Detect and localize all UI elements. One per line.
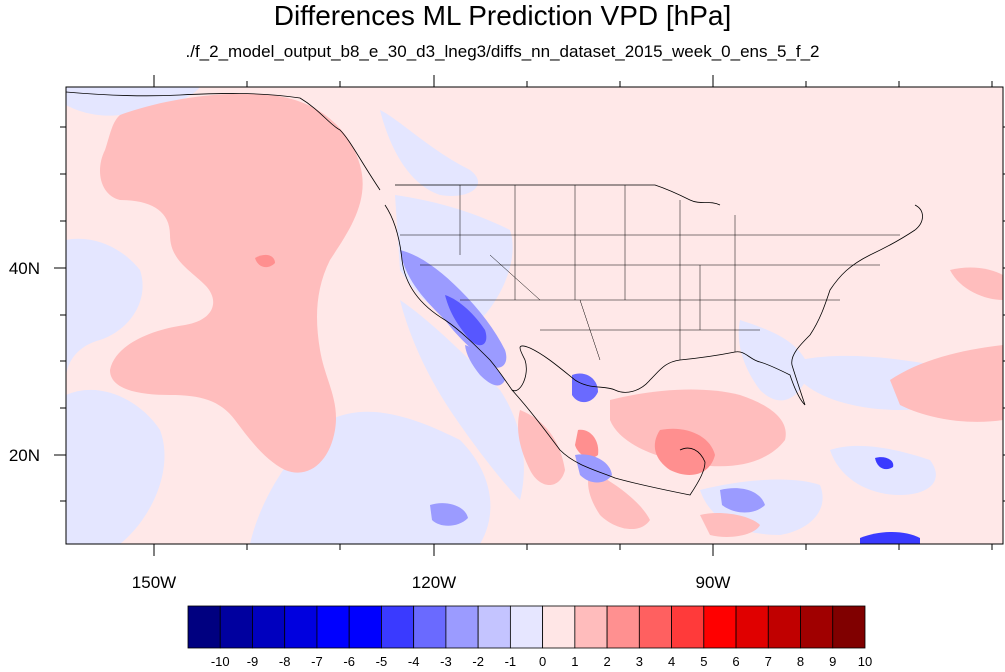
colorbar-label: 6 — [732, 654, 739, 669]
mexico-red-patch — [575, 429, 599, 458]
alaska-coastline — [66, 91, 381, 191]
pacific-red-spot — [255, 254, 275, 268]
north-pacific-coast-blue-region — [380, 110, 479, 196]
colorbar: -10 -9 -8 -7 -6 -5 -4 -3 -2 -1 0 1 2 3 4 5 6 7 8 9 10 — [187, 605, 872, 669]
central-america-blue-patch — [720, 488, 765, 513]
colorbar-swatch — [606, 605, 640, 649]
pacific-south-blue-patch — [430, 503, 468, 526]
northeast-pacific-red-plume — [100, 93, 363, 473]
colorbar-swatch — [187, 605, 221, 649]
colorbar-label: 9 — [829, 654, 836, 669]
lat-label-40n: 40N — [9, 259, 40, 278]
colorbar-label: 1 — [571, 654, 578, 669]
southeast-corner-blue — [860, 532, 920, 544]
colorbar-swatch — [445, 605, 479, 649]
caribbean-deep-blue-spot — [875, 457, 894, 470]
colorbar-swatch — [638, 605, 672, 649]
colorbar-label: -5 — [376, 654, 388, 669]
map-plot-area — [66, 87, 1003, 544]
colorbar-swatch — [509, 605, 544, 649]
colorbar-swatch — [219, 605, 253, 649]
colorbar-label: 2 — [603, 654, 610, 669]
colorbar-label: 8 — [797, 654, 804, 669]
colorbar-swatch — [284, 605, 318, 649]
negative-strong-regions — [400, 250, 920, 544]
colorbar-swatch — [832, 605, 866, 649]
colorbar-swatch — [542, 605, 576, 649]
mexico-pacific-blue-region — [400, 300, 524, 500]
colorbar-swatch — [574, 605, 608, 649]
southern-california-blue-core — [445, 295, 487, 346]
colorbar-label: -9 — [247, 654, 259, 669]
axis-ticks — [54, 75, 1005, 556]
colorbar-swatch — [348, 605, 382, 649]
colorbar-label: -2 — [472, 654, 484, 669]
north-america-coastline — [384, 204, 923, 406]
lat-label-20n: 20N — [9, 446, 40, 465]
colorbar-label: -10 — [211, 654, 230, 669]
colorbar-label: 0 — [539, 654, 546, 669]
colorbar-swatch — [477, 605, 511, 649]
positive-strong-regions — [255, 254, 715, 475]
map-title: Differences ML Prediction VPD [hPa] — [273, 0, 732, 31]
positive-regions — [100, 93, 1003, 537]
atlantic-red-region — [890, 345, 1003, 422]
map-subtitle: ./f_2_model_output_b8_e_30_d3_lneg3/diff… — [185, 42, 820, 61]
central-pacific-blue-region — [66, 389, 165, 544]
colorbar-label: 10 — [858, 654, 872, 669]
mexico-south-coastline — [511, 389, 706, 496]
baja-blue-region — [465, 345, 505, 386]
colorbar-swatch — [767, 605, 801, 649]
colorbar-swatch — [671, 605, 705, 649]
colorbar-label: -6 — [343, 654, 355, 669]
colorbar-swatch — [381, 605, 415, 649]
mexico-blue-patch — [575, 454, 612, 483]
lon-label-150w: 150W — [132, 573, 176, 592]
colorbar-swatch — [800, 605, 834, 649]
colorbar-label: 3 — [636, 654, 643, 669]
lon-label-90w: 90W — [696, 573, 731, 592]
colorbar-swatch — [252, 605, 286, 649]
central-america-red-region — [700, 513, 760, 537]
lon-label-120w: 120W — [412, 573, 456, 592]
coastlines — [66, 91, 923, 496]
southwest-mexico-red-region — [588, 470, 650, 530]
colorbar-label: 5 — [700, 654, 707, 669]
colorbar-label: -1 — [505, 654, 517, 669]
colorbar-label: -3 — [440, 654, 452, 669]
nova-scotia-red-region — [950, 267, 1003, 300]
gulf-california-blue-spot — [572, 373, 598, 403]
colorbar-label: -4 — [408, 654, 420, 669]
colorbar-label: 4 — [668, 654, 675, 669]
west-pacific-blue-region — [66, 238, 143, 380]
colorbar-swatch — [735, 605, 769, 649]
canada-us-border — [395, 184, 721, 206]
mexico-west-coast-red-region — [518, 410, 565, 485]
colorbar-swatch — [316, 605, 350, 649]
gulf-mexico-red-region — [610, 389, 786, 467]
colorbar-label: 7 — [765, 654, 772, 669]
colorbar-swatch — [413, 605, 447, 649]
yucatan-red-patch — [654, 428, 715, 475]
state-border-lines — [400, 185, 900, 361]
caribbean-blue-region — [830, 445, 936, 495]
colorbar-label: -7 — [311, 654, 323, 669]
colorbar-label: -8 — [279, 654, 291, 669]
colorbar-swatch — [703, 605, 737, 649]
state-borders — [400, 185, 900, 361]
